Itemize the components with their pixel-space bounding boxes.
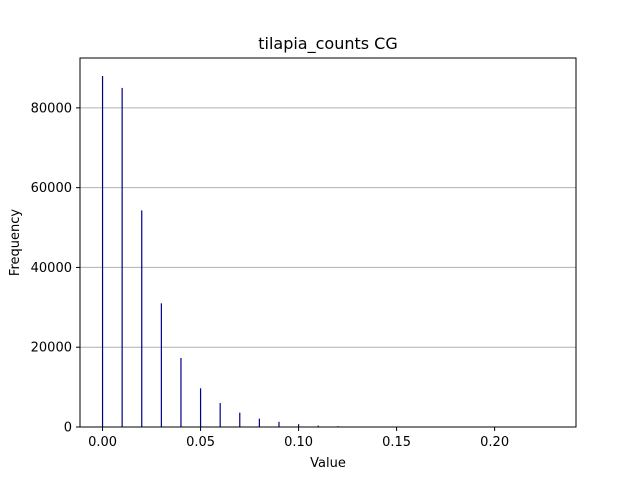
x-tick-label: 0.10 [284,435,313,450]
x-tick-label: 0.00 [88,435,117,450]
histogram-bar [317,425,319,427]
histogram-bar [160,303,162,427]
histogram-bar [239,412,241,427]
plot-frame [79,57,577,428]
histogram-bar [219,403,221,427]
y-axis-ticks: 0 20000 40000 60000 80000 [31,101,80,436]
histogram-bar [180,357,182,427]
histogram-bar [141,210,143,427]
y-tick-label: 80000 [31,101,72,116]
bars [101,75,359,428]
histogram-bar [121,87,123,428]
x-tick-label: 0.15 [382,435,411,450]
y-tick-label: 40000 [31,261,72,276]
y-tick-label: 60000 [31,181,72,196]
y-tick-label: 0 [64,421,72,436]
histogram-bar [278,421,280,427]
x-tick-label: 0.20 [480,435,509,450]
histogram-bar [258,418,260,427]
histogram-bar [101,75,104,427]
x-axis-ticks: 0.00 0.05 0.10 0.15 0.20 [88,427,509,450]
y-axis-title: Frequency [8,209,23,276]
x-axis-title: Value [310,456,346,471]
chart-title: tilapia_counts CG [258,34,398,54]
y-tick-label: 20000 [31,341,72,356]
grid-lines [80,107,576,348]
x-tick-label: 0.05 [186,435,215,450]
histogram-bar [199,388,202,427]
histogram-bar [297,424,300,427]
